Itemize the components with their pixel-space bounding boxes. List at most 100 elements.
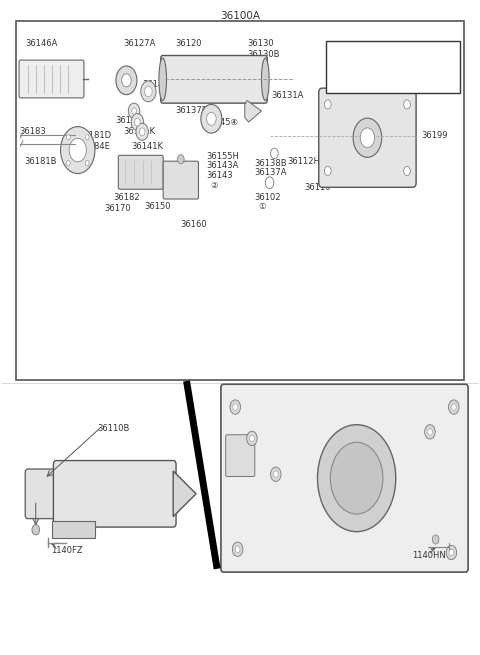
FancyBboxPatch shape — [25, 469, 61, 519]
Circle shape — [128, 103, 140, 119]
Text: 36181D: 36181D — [79, 130, 112, 140]
FancyBboxPatch shape — [221, 384, 468, 572]
Text: 36181B: 36181B — [24, 157, 57, 166]
Text: 36120: 36120 — [176, 39, 202, 48]
Circle shape — [136, 123, 148, 140]
Text: 36140E: 36140E — [359, 54, 385, 60]
FancyBboxPatch shape — [226, 435, 255, 476]
Circle shape — [235, 546, 240, 553]
Ellipse shape — [159, 58, 167, 100]
Circle shape — [451, 404, 456, 410]
Text: 36137B: 36137B — [176, 107, 208, 115]
Circle shape — [425, 424, 435, 439]
Text: 36160: 36160 — [180, 220, 207, 229]
Circle shape — [449, 550, 454, 556]
Text: NOTE: NOTE — [328, 47, 353, 56]
Text: 36145④: 36145④ — [204, 117, 238, 126]
Circle shape — [233, 404, 238, 410]
Circle shape — [330, 442, 383, 514]
Text: 36182: 36182 — [114, 193, 140, 202]
Text: ②: ② — [210, 181, 218, 190]
Text: 36139: 36139 — [115, 115, 142, 124]
Text: 36155H: 36155H — [206, 152, 240, 161]
FancyBboxPatch shape — [19, 60, 84, 98]
Text: 1339CC: 1339CC — [28, 500, 60, 510]
Text: 36100A: 36100A — [220, 10, 260, 21]
Circle shape — [448, 400, 459, 414]
Circle shape — [206, 112, 216, 125]
Circle shape — [317, 424, 396, 532]
Circle shape — [404, 100, 410, 109]
Circle shape — [271, 467, 281, 481]
Circle shape — [131, 113, 144, 130]
Circle shape — [132, 107, 136, 114]
Polygon shape — [245, 100, 262, 122]
Ellipse shape — [262, 58, 269, 100]
Circle shape — [66, 134, 70, 140]
Text: 36143A: 36143A — [206, 161, 239, 170]
Text: ①~④: ①~④ — [413, 58, 433, 66]
Text: 36146A: 36146A — [25, 39, 58, 48]
Circle shape — [404, 166, 410, 176]
FancyBboxPatch shape — [52, 521, 96, 538]
Circle shape — [139, 128, 145, 136]
Circle shape — [201, 104, 222, 133]
Circle shape — [69, 138, 86, 162]
FancyBboxPatch shape — [118, 155, 163, 189]
Text: 36137A: 36137A — [254, 168, 287, 178]
Text: 1140FZ: 1140FZ — [51, 546, 83, 555]
Circle shape — [141, 81, 156, 102]
Text: 36141K: 36141K — [142, 80, 174, 88]
Circle shape — [144, 86, 152, 97]
Text: 36141K: 36141K — [131, 141, 163, 151]
Text: THE NO.: THE NO. — [328, 57, 357, 63]
Circle shape — [134, 118, 140, 126]
Text: 36112H: 36112H — [288, 157, 321, 166]
Circle shape — [60, 126, 95, 174]
Circle shape — [271, 148, 278, 159]
Text: ①: ① — [258, 202, 265, 212]
Circle shape — [250, 435, 254, 441]
Circle shape — [66, 160, 70, 166]
Circle shape — [446, 546, 456, 559]
Circle shape — [324, 100, 331, 109]
Circle shape — [121, 74, 131, 87]
Circle shape — [265, 177, 274, 189]
Circle shape — [324, 166, 331, 176]
FancyBboxPatch shape — [163, 161, 199, 199]
Text: 36138B: 36138B — [254, 159, 287, 168]
Circle shape — [230, 400, 240, 414]
Text: 36131A: 36131A — [271, 92, 303, 100]
Text: 36141K: 36141K — [123, 127, 155, 136]
Text: 36130: 36130 — [247, 39, 274, 48]
Text: 36135C: 36135C — [218, 83, 251, 92]
FancyBboxPatch shape — [53, 460, 176, 527]
Circle shape — [178, 155, 184, 164]
Circle shape — [85, 134, 89, 140]
FancyBboxPatch shape — [161, 56, 267, 103]
Circle shape — [116, 66, 137, 95]
Text: 36199: 36199 — [421, 130, 448, 140]
Text: 36110: 36110 — [304, 183, 331, 192]
Text: 36183: 36183 — [20, 127, 46, 136]
Text: 1140HN: 1140HN — [412, 552, 445, 560]
Text: 36150: 36150 — [144, 202, 171, 212]
Text: 36102: 36102 — [254, 193, 281, 202]
Circle shape — [353, 118, 382, 157]
FancyBboxPatch shape — [326, 41, 459, 93]
FancyBboxPatch shape — [16, 21, 464, 380]
Circle shape — [432, 535, 439, 544]
Text: 36110B: 36110B — [97, 424, 129, 433]
Text: 36140: 36140 — [359, 64, 381, 69]
Circle shape — [360, 128, 374, 147]
Circle shape — [32, 525, 39, 535]
Text: 36170: 36170 — [104, 204, 131, 214]
Text: 36143: 36143 — [206, 171, 233, 180]
Circle shape — [247, 431, 257, 445]
Polygon shape — [173, 471, 196, 517]
Text: 36184E: 36184E — [79, 141, 110, 151]
Circle shape — [232, 542, 243, 557]
Circle shape — [85, 160, 89, 166]
Circle shape — [274, 471, 278, 477]
Text: 36130B: 36130B — [247, 50, 280, 60]
